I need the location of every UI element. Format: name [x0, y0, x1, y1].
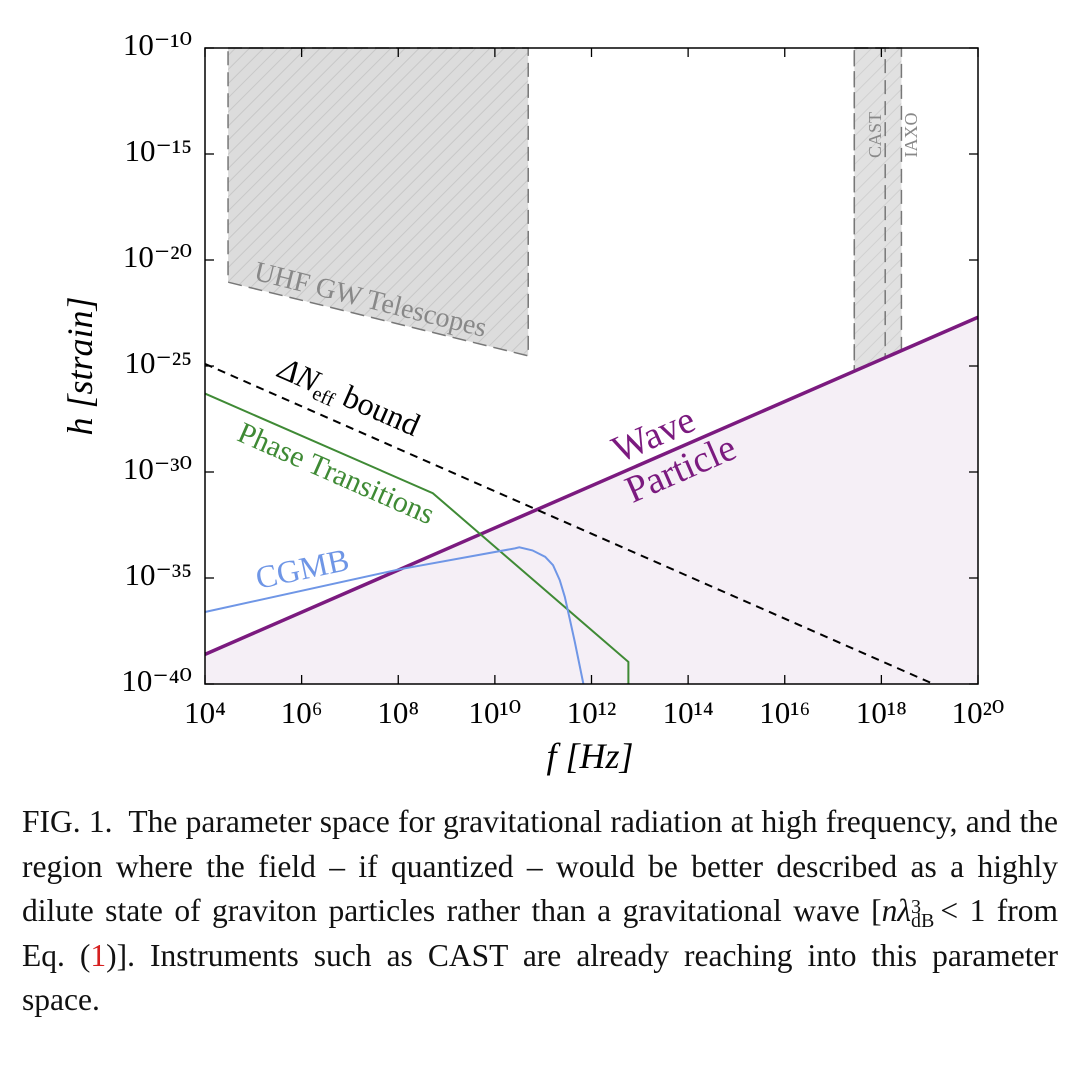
x-tick-label: 10¹⁰	[469, 695, 522, 730]
x-tick-label: 10¹⁶	[759, 695, 810, 730]
x-tick-label: 10¹⁴	[663, 695, 714, 730]
x-tick-label: 10⁶	[281, 695, 323, 730]
caption-sup: 3	[911, 895, 922, 918]
x-tick-label: 10⁸	[377, 695, 419, 730]
y-axis-label: h [strain]	[60, 296, 100, 435]
x-tick-label: 10⁴	[184, 695, 226, 730]
caption-text: < 1 from Eq. (	[22, 893, 1059, 973]
caption-label: FIG. 1.	[22, 804, 113, 839]
x-axis-label: f [Hz]	[546, 736, 633, 776]
area	[205, 317, 978, 684]
x-tick-label: 10¹²	[567, 695, 617, 730]
y-tick-label: 10⁻²⁵	[125, 345, 192, 380]
y-tick-label: 10⁻²⁰	[123, 239, 192, 274]
y-tick-label: 10⁻¹⁰	[123, 27, 192, 62]
y-tick-label: 10⁻⁴⁰	[121, 663, 192, 698]
x-tick-label: 10²⁰	[952, 695, 1005, 730]
y-tick-label: 10⁻¹⁵	[125, 133, 192, 168]
line	[204, 315, 979, 656]
label-part: bound	[338, 378, 426, 443]
line	[204, 546, 585, 685]
caption-ref[interactable]: 1	[90, 937, 107, 973]
series-label: CGMB	[252, 541, 352, 596]
chart: UHF GW TelescopesIAXOCASTWaveParticlePha…	[60, 27, 1005, 776]
caption-math: nλ	[881, 893, 912, 928]
y-tick-label: 10⁻³⁵	[125, 557, 192, 592]
caption-sub: dB	[911, 909, 935, 932]
caption-math-scripts: 3 dB	[911, 895, 935, 932]
caption-text: The parameter space for gravitational ra…	[22, 804, 1058, 928]
line	[204, 362, 934, 685]
caption-text: )]. Instruments such as CAST are already…	[22, 937, 1058, 1018]
x-tick-label: 10¹⁸	[856, 695, 907, 730]
region	[853, 47, 886, 416]
caption: FIG. 1. The parameter space for gravitat…	[22, 800, 1058, 1023]
y-tick-label: 10⁻³⁰	[123, 451, 192, 486]
region-label: IAXO	[901, 113, 921, 158]
region-label: CAST	[865, 112, 885, 158]
line	[204, 392, 630, 684]
